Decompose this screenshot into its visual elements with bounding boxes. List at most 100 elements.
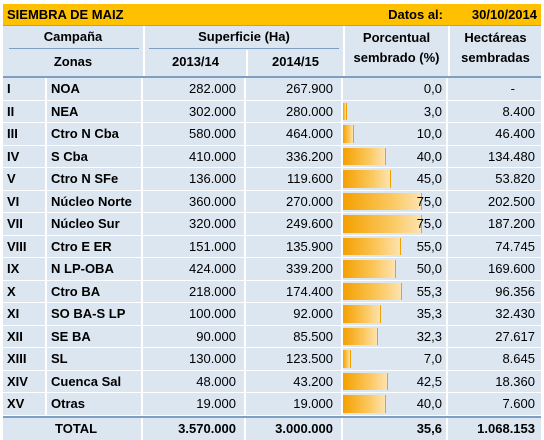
surface-2014-15: 339.200 bbox=[246, 258, 343, 280]
percent-sown-value: 3,0 bbox=[423, 103, 442, 119]
percent-databar bbox=[343, 102, 348, 120]
table-row: X Ctro BA 218.000 174.400 55,3 96.356 bbox=[3, 280, 541, 303]
hectares-sown: 8.645 bbox=[502, 351, 535, 366]
zone-name: Cuenca Sal bbox=[47, 370, 143, 392]
percent-sown-cell: 35,3 bbox=[343, 303, 448, 325]
surface-2013-14: 320.000 bbox=[143, 213, 246, 235]
percent-sown-cell: 40,0 bbox=[343, 393, 448, 415]
surface-2014-15: 135.900 bbox=[246, 235, 343, 257]
zone-number: VII bbox=[3, 213, 47, 235]
table-row: XII SE BA 90.000 85.500 32,3 27.617 bbox=[3, 325, 541, 348]
percent-sown-value: 55,3 bbox=[416, 283, 442, 299]
hectares-sown: 46.400 bbox=[495, 126, 535, 141]
hectares-sown: 27.617 bbox=[495, 328, 535, 344]
table-row: XIV Cuenca Sal 48.000 43.200 42,5 18.360 bbox=[3, 370, 541, 393]
total-label: TOTAL bbox=[3, 417, 143, 440]
hectares-sown: 7.600 bbox=[502, 396, 535, 411]
surface-2014-15: 92.000 bbox=[246, 303, 343, 325]
header-block: Campaña Zonas Superficie (Ha) 2013/14 20… bbox=[3, 26, 541, 78]
table-row: VI Núcleo Norte 360.000 270.000 75,0 202.500 bbox=[3, 190, 541, 213]
zone-number: VI bbox=[3, 190, 47, 212]
percent-databar bbox=[343, 282, 402, 300]
hectares-sown: 18.360 bbox=[495, 373, 535, 389]
total-row: TOTAL 3.570.000 3.000.000 35,6 1.068.153 bbox=[3, 415, 541, 440]
title-row: SIEMBRA DE MAIZ Datos al: 30/10/2014 bbox=[3, 4, 541, 26]
surface-2013-14: 90.000 bbox=[143, 325, 246, 347]
percent-sown-cell: 40,0 bbox=[343, 145, 448, 167]
percent-sown-cell: 55,0 bbox=[343, 235, 448, 257]
surface-2013-14: 151.000 bbox=[143, 235, 246, 257]
zone-name: Ctro N Cba bbox=[47, 123, 143, 145]
percent-sown-cell: 50,0 bbox=[343, 258, 448, 280]
surface-2013-14: 19.000 bbox=[143, 393, 246, 415]
percent-databar bbox=[343, 215, 423, 233]
percent-sown-cell: 10,0 bbox=[343, 123, 448, 145]
table-row: II NEA 302.000 280.000 3,0 8.400 bbox=[3, 100, 541, 123]
percent-databar bbox=[343, 237, 402, 255]
zone-name: SO BA-S LP bbox=[47, 303, 143, 325]
header-year-2013-14: 2013/14 bbox=[172, 54, 219, 69]
percent-databar bbox=[343, 395, 386, 413]
hectares-sown: 32.430 bbox=[495, 306, 535, 321]
zone-number: XV bbox=[3, 393, 47, 415]
zone-name: Núcleo Sur bbox=[47, 213, 143, 235]
percent-databar bbox=[343, 305, 381, 323]
surface-2013-14: 100.000 bbox=[143, 303, 246, 325]
percent-sown-cell: 0,0 bbox=[343, 78, 448, 100]
percent-sown-value: 40,0 bbox=[416, 396, 442, 411]
surface-2014-15: 280.000 bbox=[246, 100, 343, 122]
table-row: V Ctro N SFe 136.000 119.600 45,0 53.820 bbox=[3, 168, 541, 191]
percent-databar bbox=[343, 260, 397, 278]
percent-databar bbox=[343, 350, 352, 368]
table-row: I NOA 282.000 267.900 0,0 - bbox=[3, 78, 541, 101]
header-campana: Campaña bbox=[43, 29, 103, 44]
header-ha-line2: sembradas bbox=[461, 50, 530, 65]
surface-2014-15: 119.600 bbox=[246, 168, 343, 190]
percent-sown-cell: 42,5 bbox=[343, 370, 448, 392]
surface-2014-15: 174.400 bbox=[246, 280, 343, 302]
table-row: VIII Ctro E ER 151.000 135.900 55,0 74.745 bbox=[3, 235, 541, 258]
surface-2013-14: 48.000 bbox=[143, 370, 246, 392]
table-row: VII Núcleo Sur 320.000 249.600 75,0 187.200 bbox=[3, 213, 541, 236]
table-row: IX N LP-OBA 424.000 339.200 50,0 169.600 bbox=[3, 258, 541, 281]
date-label: Datos al: bbox=[388, 7, 443, 22]
percent-sown-value: 0,0 bbox=[423, 81, 442, 96]
zone-name: NOA bbox=[47, 78, 143, 100]
hectares-sown: - bbox=[510, 81, 515, 96]
table-row: IV S Cba 410.000 336.200 40,0 134.480 bbox=[3, 145, 541, 168]
header-ha-line1: Hectáreas bbox=[464, 30, 527, 45]
zone-number: XI bbox=[3, 303, 47, 325]
table-row: XIII SL 130.000 123.500 7,0 8.645 bbox=[3, 348, 541, 371]
hectares-sown: 187.200 bbox=[488, 216, 535, 231]
surface-2014-15: 336.200 bbox=[246, 145, 343, 167]
surface-2014-15: 19.000 bbox=[246, 393, 343, 415]
surface-2013-14: 136.000 bbox=[143, 168, 246, 190]
surface-2014-15: 267.900 bbox=[246, 78, 343, 100]
percent-sown-cell: 75,0 bbox=[343, 190, 448, 212]
percent-sown-value: 45,0 bbox=[416, 171, 442, 186]
percent-sown-value: 42,5 bbox=[416, 373, 442, 389]
hectares-sown: 8.400 bbox=[502, 103, 535, 119]
total-2014-15: 3.000.000 bbox=[246, 417, 343, 440]
zone-name: Ctro E ER bbox=[47, 235, 143, 257]
header-zonas: Zonas bbox=[53, 54, 93, 69]
percent-sown-value: 50,0 bbox=[416, 261, 442, 276]
percent-sown-cell: 3,0 bbox=[343, 100, 448, 122]
percent-sown-value: 32,3 bbox=[416, 328, 442, 344]
percent-databar bbox=[343, 327, 378, 345]
zone-name: Núcleo Norte bbox=[47, 190, 143, 212]
zone-name: NEA bbox=[47, 100, 143, 122]
hectares-sown: 74.745 bbox=[495, 238, 535, 254]
zone-number: XII bbox=[3, 325, 47, 347]
percent-sown-cell: 55,3 bbox=[343, 280, 448, 302]
table-row: III Ctro N Cba 580.000 464.000 10,0 46.400 bbox=[3, 123, 541, 146]
surface-2014-15: 249.600 bbox=[246, 213, 343, 235]
date-value: 30/10/2014 bbox=[471, 7, 537, 22]
surface-2013-14: 580.000 bbox=[143, 123, 246, 145]
zone-name: SL bbox=[47, 348, 143, 370]
zone-name: N LP-OBA bbox=[47, 258, 143, 280]
percent-sown-cell: 32,3 bbox=[343, 325, 448, 347]
zone-number: XIII bbox=[3, 348, 47, 370]
zone-name: S Cba bbox=[47, 145, 143, 167]
total-pct: 35,6 bbox=[343, 417, 448, 440]
